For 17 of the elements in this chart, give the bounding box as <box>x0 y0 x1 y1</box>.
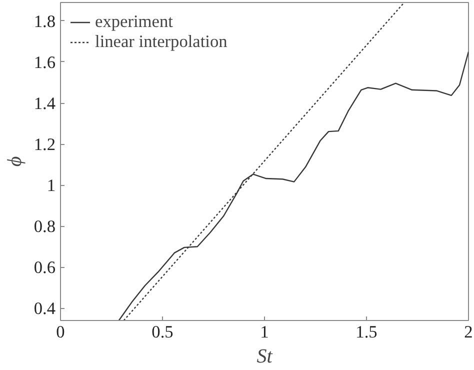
legend-label: linear interpolation <box>95 32 228 52</box>
x-tick-label: 1.5 <box>356 322 378 342</box>
y-tick-label: 1.2 <box>34 135 56 154</box>
x-axis-title: St <box>256 346 273 368</box>
x-tick-label: 2 <box>464 322 473 342</box>
y-tick-label: 1.6 <box>34 52 56 72</box>
x-tick-label: 0.5 <box>152 322 174 342</box>
y-tick-label: 1.4 <box>34 94 56 114</box>
y-tick-label: 0.6 <box>34 258 56 278</box>
y-axis-title: ϕ <box>4 156 26 167</box>
y-tick-label: 0.4 <box>34 299 56 318</box>
y-tick-label: 1 <box>46 176 56 196</box>
x-tick-label: 0 <box>56 322 65 342</box>
y-tick-label: 1.8 <box>34 12 56 31</box>
y-tick-label: 0.8 <box>34 217 56 236</box>
x-tick-label: 1 <box>260 322 269 342</box>
legend-label: experiment <box>95 12 173 32</box>
